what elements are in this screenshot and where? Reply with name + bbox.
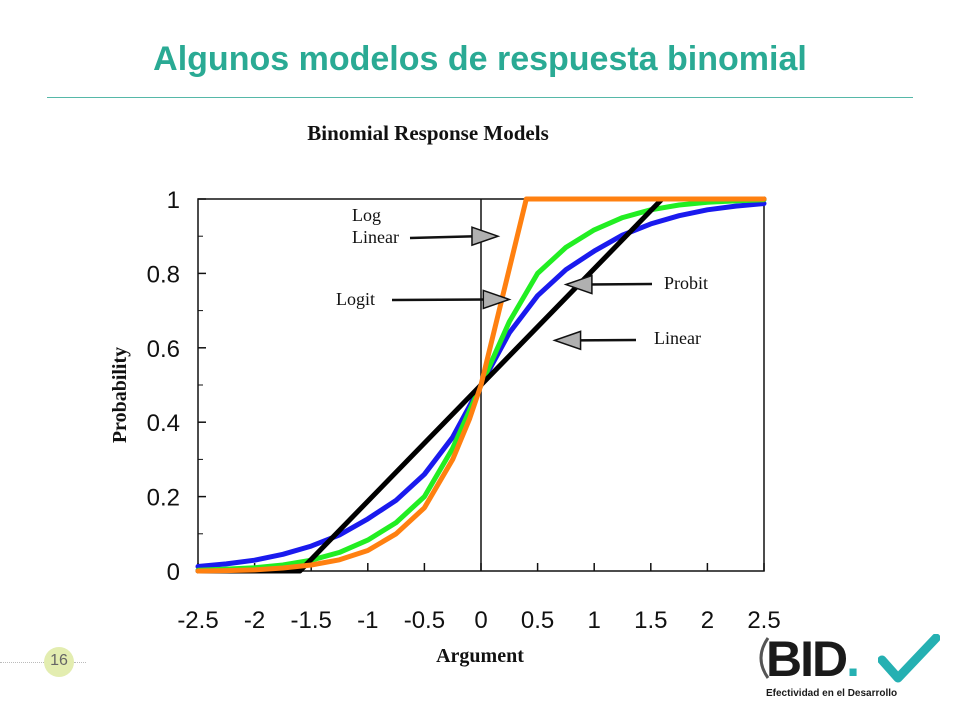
x-tick-label: -1.5 <box>291 607 332 634</box>
x-tick-label: 1.5 <box>634 607 667 634</box>
logo-tagline: Efectividad en el Desarrollo <box>766 688 898 699</box>
logo-wordmark: BID. <box>766 630 860 688</box>
y-tick-label: 0 <box>167 559 180 586</box>
x-axis-label: Argument <box>436 645 524 667</box>
annotation-arrow-head <box>482 289 512 310</box>
annotation-arrow-head <box>563 274 593 295</box>
logo-arc-icon <box>759 637 770 679</box>
y-tick-label: 0.8 <box>147 261 180 288</box>
x-tick-label: 2.5 <box>747 607 780 634</box>
y-tick-label: 0.2 <box>147 485 180 512</box>
annotation-label: Linear <box>352 227 399 247</box>
check-icon <box>878 634 940 683</box>
x-tick-label: 2 <box>701 607 714 634</box>
x-tick-label: -2 <box>244 607 265 634</box>
y-axis-label: Probability <box>109 347 131 443</box>
y-tick-label: 0.6 <box>147 336 180 363</box>
logo-wordmark-text: BID <box>766 631 848 687</box>
slide-title: Algunos modelos de respuesta binomial <box>153 40 807 78</box>
annotation-arrow-head <box>552 330 582 351</box>
annotation-arrow-line <box>409 234 477 240</box>
plot-area: -2.5 -2 -1.5 -1 -0.5 0 0.5 1 1.5 2 2.5 0 0.2 0.4 0.6 0.… <box>147 187 781 634</box>
page-divider-right <box>74 662 86 663</box>
bid-logo: BID. Efectividad en el Desarrollo <box>752 630 952 702</box>
x-tick-label: 0 <box>474 607 487 634</box>
annotation-label: Linear <box>654 328 701 348</box>
annotation-label: Log <box>352 205 381 225</box>
x-tick-label: 0.5 <box>521 607 554 634</box>
page-divider-left <box>0 662 46 663</box>
x-tick-label: 1 <box>588 607 601 634</box>
annotation-arrow-line <box>391 298 488 302</box>
x-tick-label: -2.5 <box>177 607 218 634</box>
annotation-label: Logit <box>336 289 375 309</box>
annotation-arrow-line <box>587 282 653 286</box>
x-tick-label: -1 <box>357 607 378 634</box>
series-line-log-linear <box>195 196 767 574</box>
annotation-arrow-head <box>471 226 501 247</box>
page-number-badge <box>44 647 74 677</box>
annotation-label: Probit <box>664 273 708 293</box>
chart-title: Binomial Response Models <box>307 121 549 145</box>
page-number: 16 <box>50 652 68 669</box>
title-divider <box>47 97 913 98</box>
y-tick-label: 1 <box>167 187 180 214</box>
y-tick-label: 0.4 <box>147 410 180 437</box>
x-tick-label: -0.5 <box>404 607 445 634</box>
logo-dot: . <box>846 631 860 687</box>
